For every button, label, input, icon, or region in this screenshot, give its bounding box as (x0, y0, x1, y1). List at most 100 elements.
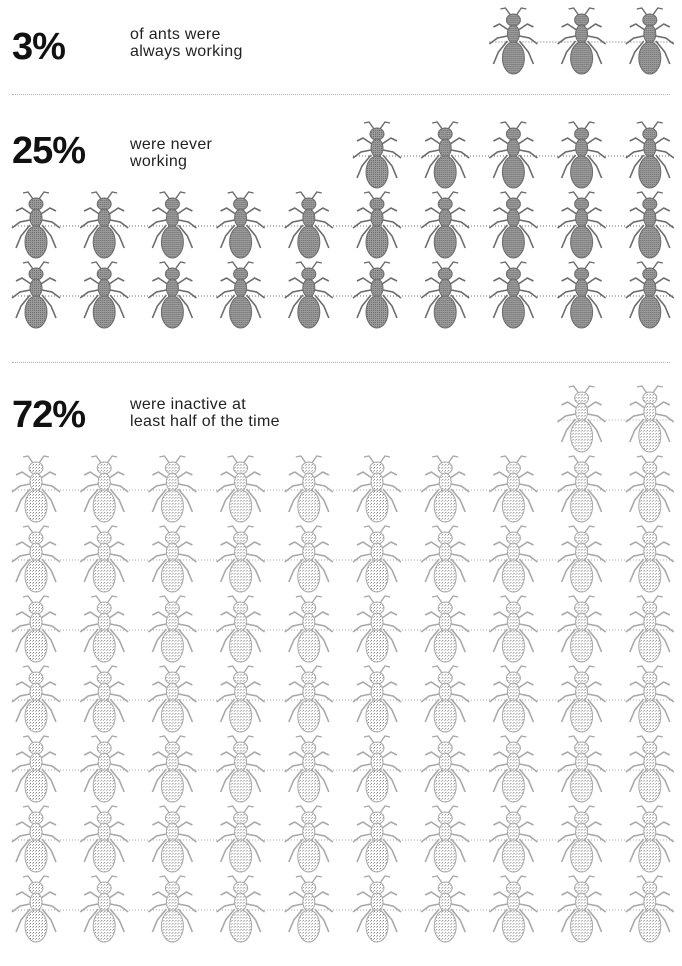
stat-label-never: were never working (130, 136, 360, 170)
ant-icon (488, 121, 539, 189)
stat-label-working-line-2: always working (130, 43, 243, 60)
ant-icon (556, 455, 607, 523)
ant-icon (420, 735, 471, 803)
ant-icon (283, 191, 334, 259)
ant-icon (624, 261, 675, 329)
ant-icon (624, 805, 675, 873)
ant-icon (488, 261, 539, 329)
ant-icon (352, 595, 402, 663)
ant-icon (215, 191, 266, 259)
ant-icon (215, 261, 266, 329)
ant-icon (488, 455, 539, 523)
ant-icon (11, 455, 61, 523)
ant-icon (11, 261, 61, 329)
ant-icon (624, 191, 675, 259)
ant-icon (215, 595, 266, 663)
ant-icon (283, 595, 334, 663)
ant-icon (283, 455, 334, 523)
stat-label-working: of ants were always working (130, 26, 360, 60)
ant-icon (420, 121, 471, 189)
ant-icon (79, 735, 129, 803)
ant-icon (488, 875, 539, 943)
ant-icon (215, 805, 266, 873)
stat-percent-never: 25% (12, 130, 86, 172)
ant-icon (624, 455, 675, 523)
ant-icon (488, 595, 539, 663)
ant-icon (147, 875, 198, 943)
ant-icon (79, 665, 129, 733)
ant-icon (79, 191, 129, 259)
ant-icon (420, 455, 471, 523)
ant-icon (283, 805, 334, 873)
ant-icon (352, 455, 402, 523)
ant-icon (624, 875, 675, 943)
ant-icon (420, 665, 471, 733)
ant-icon (488, 735, 539, 803)
ant-icon (352, 735, 402, 803)
ant-icon (352, 665, 402, 733)
ant-icon (420, 261, 471, 329)
ant-icon (11, 595, 61, 663)
ant-icon (556, 805, 607, 873)
ant-icon (556, 665, 607, 733)
ant-icon (420, 805, 471, 873)
ant-icon (283, 875, 334, 943)
ant-icon (352, 121, 402, 189)
ant-icon (352, 261, 402, 329)
ant-icon (488, 525, 539, 593)
ant-icon (11, 191, 61, 259)
stat-percent-working: 3% (12, 26, 66, 68)
ant-icon (556, 595, 607, 663)
ant-icon (352, 191, 402, 259)
ant-icon (215, 665, 266, 733)
stat-label-inactive-line-1: were inactive at (130, 396, 246, 413)
ant-icon (147, 191, 198, 259)
ant-icon (420, 875, 471, 943)
ant-icon (283, 665, 334, 733)
ant-icon (11, 805, 61, 873)
ant-icon (352, 805, 402, 873)
ant-icon (79, 525, 129, 593)
ant-icon (556, 385, 607, 453)
ant-icon (79, 875, 129, 943)
ant-icon (420, 595, 471, 663)
ant-icon (556, 525, 607, 593)
ant-icon (556, 261, 607, 329)
ant-icon (147, 525, 198, 593)
ant-icon (556, 875, 607, 943)
ant-icon (147, 595, 198, 663)
ant-icon (556, 121, 607, 189)
ant-icon (11, 525, 61, 593)
stat-label-never-line-2: working (130, 153, 188, 170)
ant-icon (147, 455, 198, 523)
ant-icon (11, 665, 61, 733)
ant-icon (556, 7, 607, 75)
ant-icon (488, 665, 539, 733)
ant-icon (79, 805, 129, 873)
ant-icon (147, 805, 198, 873)
stat-label-inactive-line-2: least half of the time (130, 413, 280, 430)
ant-icon (488, 805, 539, 873)
ant-icon (11, 875, 61, 943)
section-divider-1 (12, 94, 670, 95)
stat-label-working-line-1: of ants were (130, 26, 221, 43)
ant-icon (79, 455, 129, 523)
ant-icon (624, 7, 675, 75)
ant-icon (283, 525, 334, 593)
ant-icon (624, 385, 675, 453)
ant-icon (215, 525, 266, 593)
stat-label-never-line-1: were never (130, 136, 213, 153)
ant-icon (420, 525, 471, 593)
ant-icon (624, 735, 675, 803)
ant-icon (147, 665, 198, 733)
ant-icon (283, 735, 334, 803)
ant-icon (556, 735, 607, 803)
ant-icon (624, 525, 675, 593)
section-divider-2 (12, 362, 670, 363)
ant-icon (624, 665, 675, 733)
ant-icon (624, 595, 675, 663)
ant-icon (488, 7, 539, 75)
ant-icon (215, 875, 266, 943)
ant-icon (352, 525, 402, 593)
